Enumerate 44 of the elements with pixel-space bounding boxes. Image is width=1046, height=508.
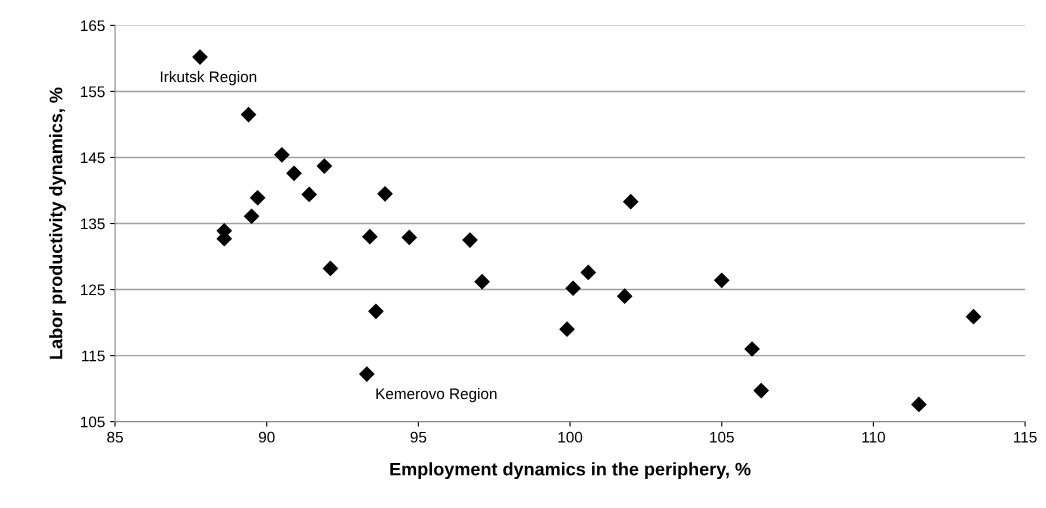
point (243, 208, 260, 224)
point (286, 165, 302, 181)
point (368, 303, 384, 319)
point (377, 186, 393, 202)
y-tick-label: 135 (81, 218, 105, 230)
x-tick-label: 110 (862, 431, 885, 443)
point (580, 264, 596, 280)
y-tick-label: 115 (82, 350, 105, 362)
point (623, 194, 639, 210)
y-tick-label: 105 (81, 416, 105, 428)
y-tick-label: 125 (81, 284, 105, 296)
point (617, 288, 633, 304)
y-axis-title: Labor productivity dynamics, % (49, 87, 66, 359)
point (274, 147, 290, 163)
point (462, 232, 478, 248)
x-tick-label: 105 (710, 431, 734, 443)
y-tick-label: 155 (81, 86, 105, 98)
x-axis-title: Employment dynamics in the periphery, % (390, 462, 751, 480)
y-tick-label: 165 (81, 20, 105, 32)
annotation: Irkutsk Region (160, 70, 257, 86)
point (322, 260, 339, 276)
point (911, 396, 927, 413)
point (474, 274, 490, 290)
point (362, 229, 378, 245)
point (192, 49, 208, 65)
point (359, 366, 375, 382)
y-tick-label: 145 (81, 152, 105, 164)
x-tick-label: 115 (1014, 431, 1037, 443)
point (714, 272, 730, 288)
point (250, 190, 266, 206)
point (240, 106, 257, 123)
point (565, 280, 581, 296)
point (965, 309, 982, 325)
point (316, 158, 332, 174)
annotation: Kemerovo Region (376, 387, 497, 403)
x-tick-label: 100 (558, 431, 583, 443)
x-tick-label: 85 (107, 431, 123, 443)
point (753, 383, 769, 399)
point (559, 321, 575, 337)
point (744, 341, 760, 357)
x-tick-label: 95 (410, 431, 427, 443)
point (301, 186, 317, 203)
point (401, 229, 417, 245)
x-tick-label: 90 (258, 431, 275, 443)
